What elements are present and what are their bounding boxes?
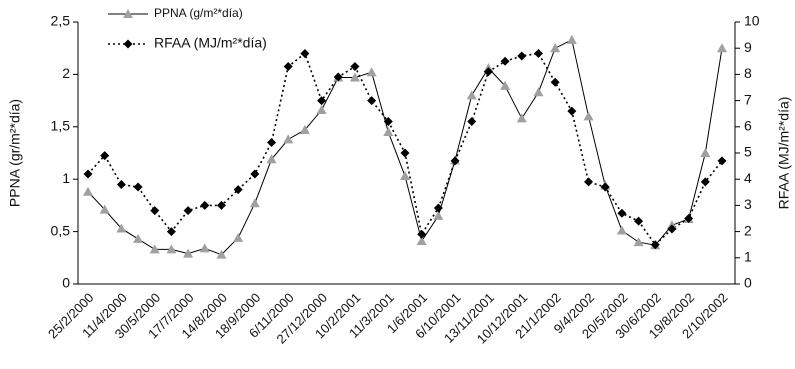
y2-axis-label: RFAA (MJ/m²*día) [776,97,792,210]
data-point [634,216,644,226]
y-tick-label: 0 [62,275,70,291]
data-point [133,233,144,243]
data-point [99,204,110,214]
data-point [617,208,627,218]
data-point [383,117,393,127]
y2-tick-label: 2 [744,222,752,238]
data-point [233,232,244,242]
data-point [466,90,477,100]
data-point [366,67,377,77]
y-tick-label: 2 [62,65,70,81]
data-point [500,80,511,90]
data-point [583,111,594,121]
data-point [116,223,127,233]
data-point [533,48,543,58]
data-point [566,34,577,44]
data-point [467,117,477,127]
data-point [717,43,727,53]
data-point [616,225,627,235]
y-tick-label: 2,5 [51,13,71,29]
data-point [584,177,594,187]
data-point [350,62,360,72]
data-point [100,151,110,161]
y-axis-label: PPNA (gr/m²*día) [7,99,23,207]
data-point [166,227,176,237]
data-point [450,156,460,166]
y2-tick-label: 9 [744,39,752,55]
legend-label: PPNA (g/m²*día) [154,6,243,20]
data-point [367,96,377,106]
data-point [183,248,194,258]
data-point [250,169,260,179]
data-point [216,249,227,259]
data-point [349,72,360,82]
data-point [550,77,560,87]
y2-tick-label: 4 [744,170,752,186]
data-point [123,9,133,18]
data-point [600,182,610,192]
y2-tick-label: 10 [744,13,760,29]
y2-tick-label: 5 [744,144,752,160]
data-point [700,148,711,157]
data-point [266,154,277,164]
y2-tick-label: 6 [744,118,752,134]
y2-tick-label: 7 [744,91,752,107]
y2-tick-label: 0 [744,275,752,291]
data-point [317,96,327,106]
data-point [533,87,544,97]
data-point [483,67,493,77]
data-point [283,62,293,72]
data-point [166,244,177,254]
data-point [333,72,343,82]
data-point [383,127,394,137]
y-tick-label: 1,5 [51,118,71,134]
y2-tick-label: 3 [744,196,752,212]
y2-tick-label: 8 [744,65,752,81]
data-point [416,236,427,246]
data-point [517,51,527,61]
data-point [700,177,710,187]
data-point [300,48,310,58]
data-point [650,240,660,250]
y-tick-label: 0,5 [51,222,71,238]
data-point [500,56,510,66]
data-point [400,148,410,158]
data-point [267,138,277,148]
series-line [87,39,723,256]
data-point [633,237,644,247]
y2-tick-label: 1 [744,249,752,265]
data-point [150,206,160,216]
data-point [199,243,210,253]
data-point [216,200,226,210]
data-point [299,124,310,134]
data-point [83,169,93,179]
data-point [183,206,193,216]
legend-label: RFAA (MJ/m²*día) [154,35,267,51]
data-point [83,186,93,196]
data-point [417,229,427,239]
data-point [316,105,327,115]
data-point [667,224,677,234]
data-point [233,185,243,195]
data-point [123,39,133,49]
data-point [684,214,694,223]
data-point [283,134,294,144]
data-point [567,106,577,116]
data-point [133,182,143,192]
data-point [717,156,727,166]
data-point [433,210,444,220]
data-point [433,203,443,213]
data-point [149,244,160,254]
data-point [516,113,527,123]
data-point [116,179,126,189]
data-point [550,43,561,53]
data-point [249,198,260,208]
data-point [400,171,410,181]
data-point [200,200,210,210]
y-tick-label: 1 [62,170,70,186]
